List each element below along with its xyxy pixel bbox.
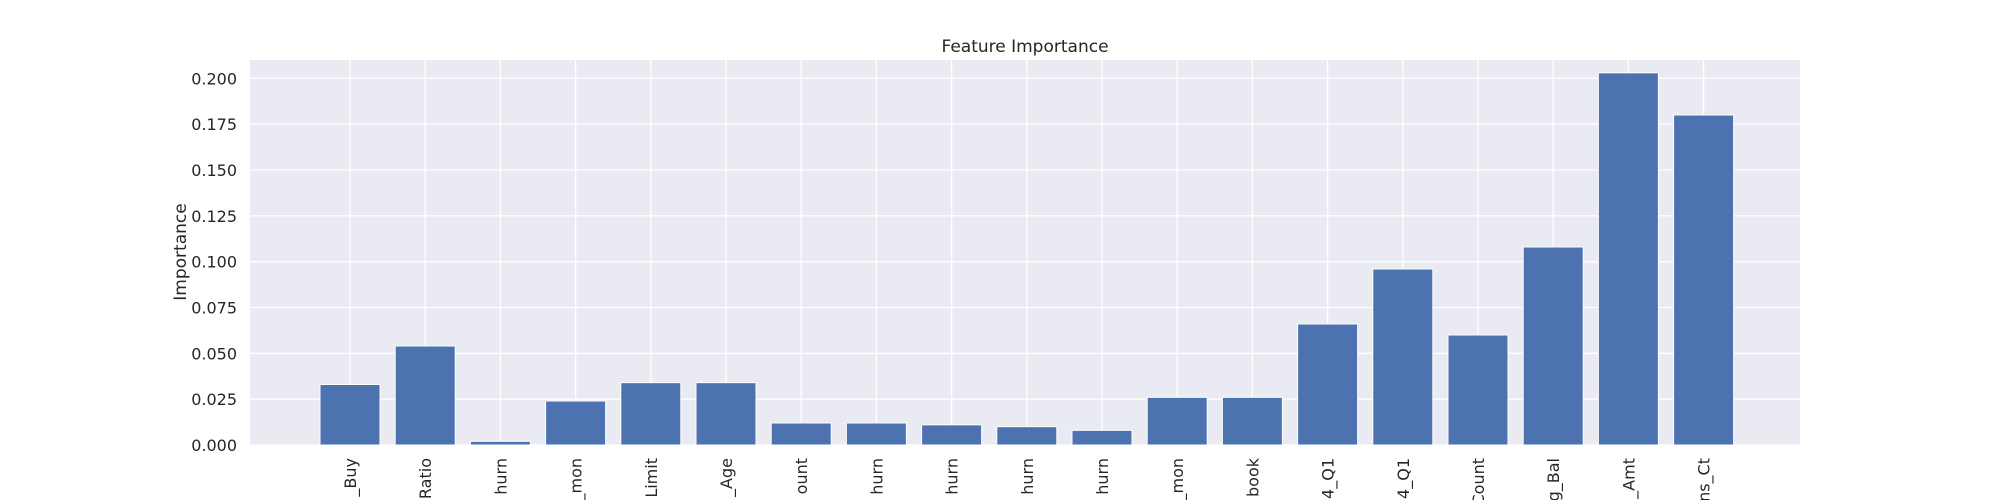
bar (1522, 246, 1584, 446)
y-tick-label: 0.200 (191, 69, 237, 88)
y-tick-label: 0.075 (191, 299, 237, 318)
x-tick-label: _Buy (341, 458, 361, 498)
y-tick-label: 0.125 (191, 207, 237, 226)
x-tick-label: hurn (943, 458, 962, 495)
x-tick-label: book (1243, 457, 1262, 497)
x-tick-label: _Amt (1619, 458, 1639, 500)
bar (1447, 334, 1509, 446)
x-tick-label: _mon (1168, 458, 1188, 500)
bar (1146, 396, 1208, 446)
bar (845, 422, 907, 446)
x-tick-label: hurn (867, 458, 886, 495)
bar (469, 440, 531, 446)
bar (1673, 114, 1735, 446)
x-tick-label: hurn (1093, 458, 1112, 495)
y-tick-label: 0.175 (191, 115, 237, 134)
bar (921, 424, 983, 446)
bar (319, 384, 381, 446)
x-tick-label: Count (1469, 458, 1488, 500)
y-tick-label: 0.100 (191, 253, 237, 272)
bar (1221, 396, 1283, 446)
bar (545, 400, 607, 446)
x-tick-label: _mon (567, 458, 587, 500)
x-tick-label: g_Bal (1544, 458, 1564, 500)
y-tick-label: 0.150 (191, 161, 237, 180)
x-tick-label: 4_Q1 (1394, 458, 1414, 499)
bar (1297, 323, 1359, 446)
x-tick-label: ount (792, 458, 811, 494)
x-tick-label: ns_Ct (1695, 458, 1715, 500)
x-tick-label: hurn (491, 458, 510, 495)
bar (770, 422, 832, 446)
x-tick-label: Limit (642, 458, 661, 498)
bars (319, 72, 1735, 446)
bar (695, 382, 757, 446)
chart-title: Feature Importance (941, 37, 1108, 57)
y-tick-label: 0.050 (191, 344, 237, 363)
bar (394, 345, 456, 446)
y-tick-labels: 0.000 0.025 0.050 0.075 0.100 0.125 0.150 0.175… (191, 69, 237, 455)
bar (620, 382, 682, 446)
x-tick-label: 4_Q1 (1319, 458, 1339, 499)
y-tick-label: 0.000 (191, 436, 237, 455)
x-tick-label: Ratio (416, 458, 435, 499)
bar (996, 426, 1058, 446)
x-tick-label: hurn (1018, 458, 1037, 495)
bar (1597, 72, 1659, 446)
bar (1372, 268, 1434, 446)
y-axis-label: Importance (171, 203, 191, 300)
x-tick-label: _Age (717, 458, 737, 498)
y-tick-label: 0.025 (191, 390, 237, 409)
bar (1071, 429, 1133, 446)
x-tick-labels: _Buy Ratio hurn _mon Limit _Age ount hurn hurn hu… (341, 457, 1715, 500)
